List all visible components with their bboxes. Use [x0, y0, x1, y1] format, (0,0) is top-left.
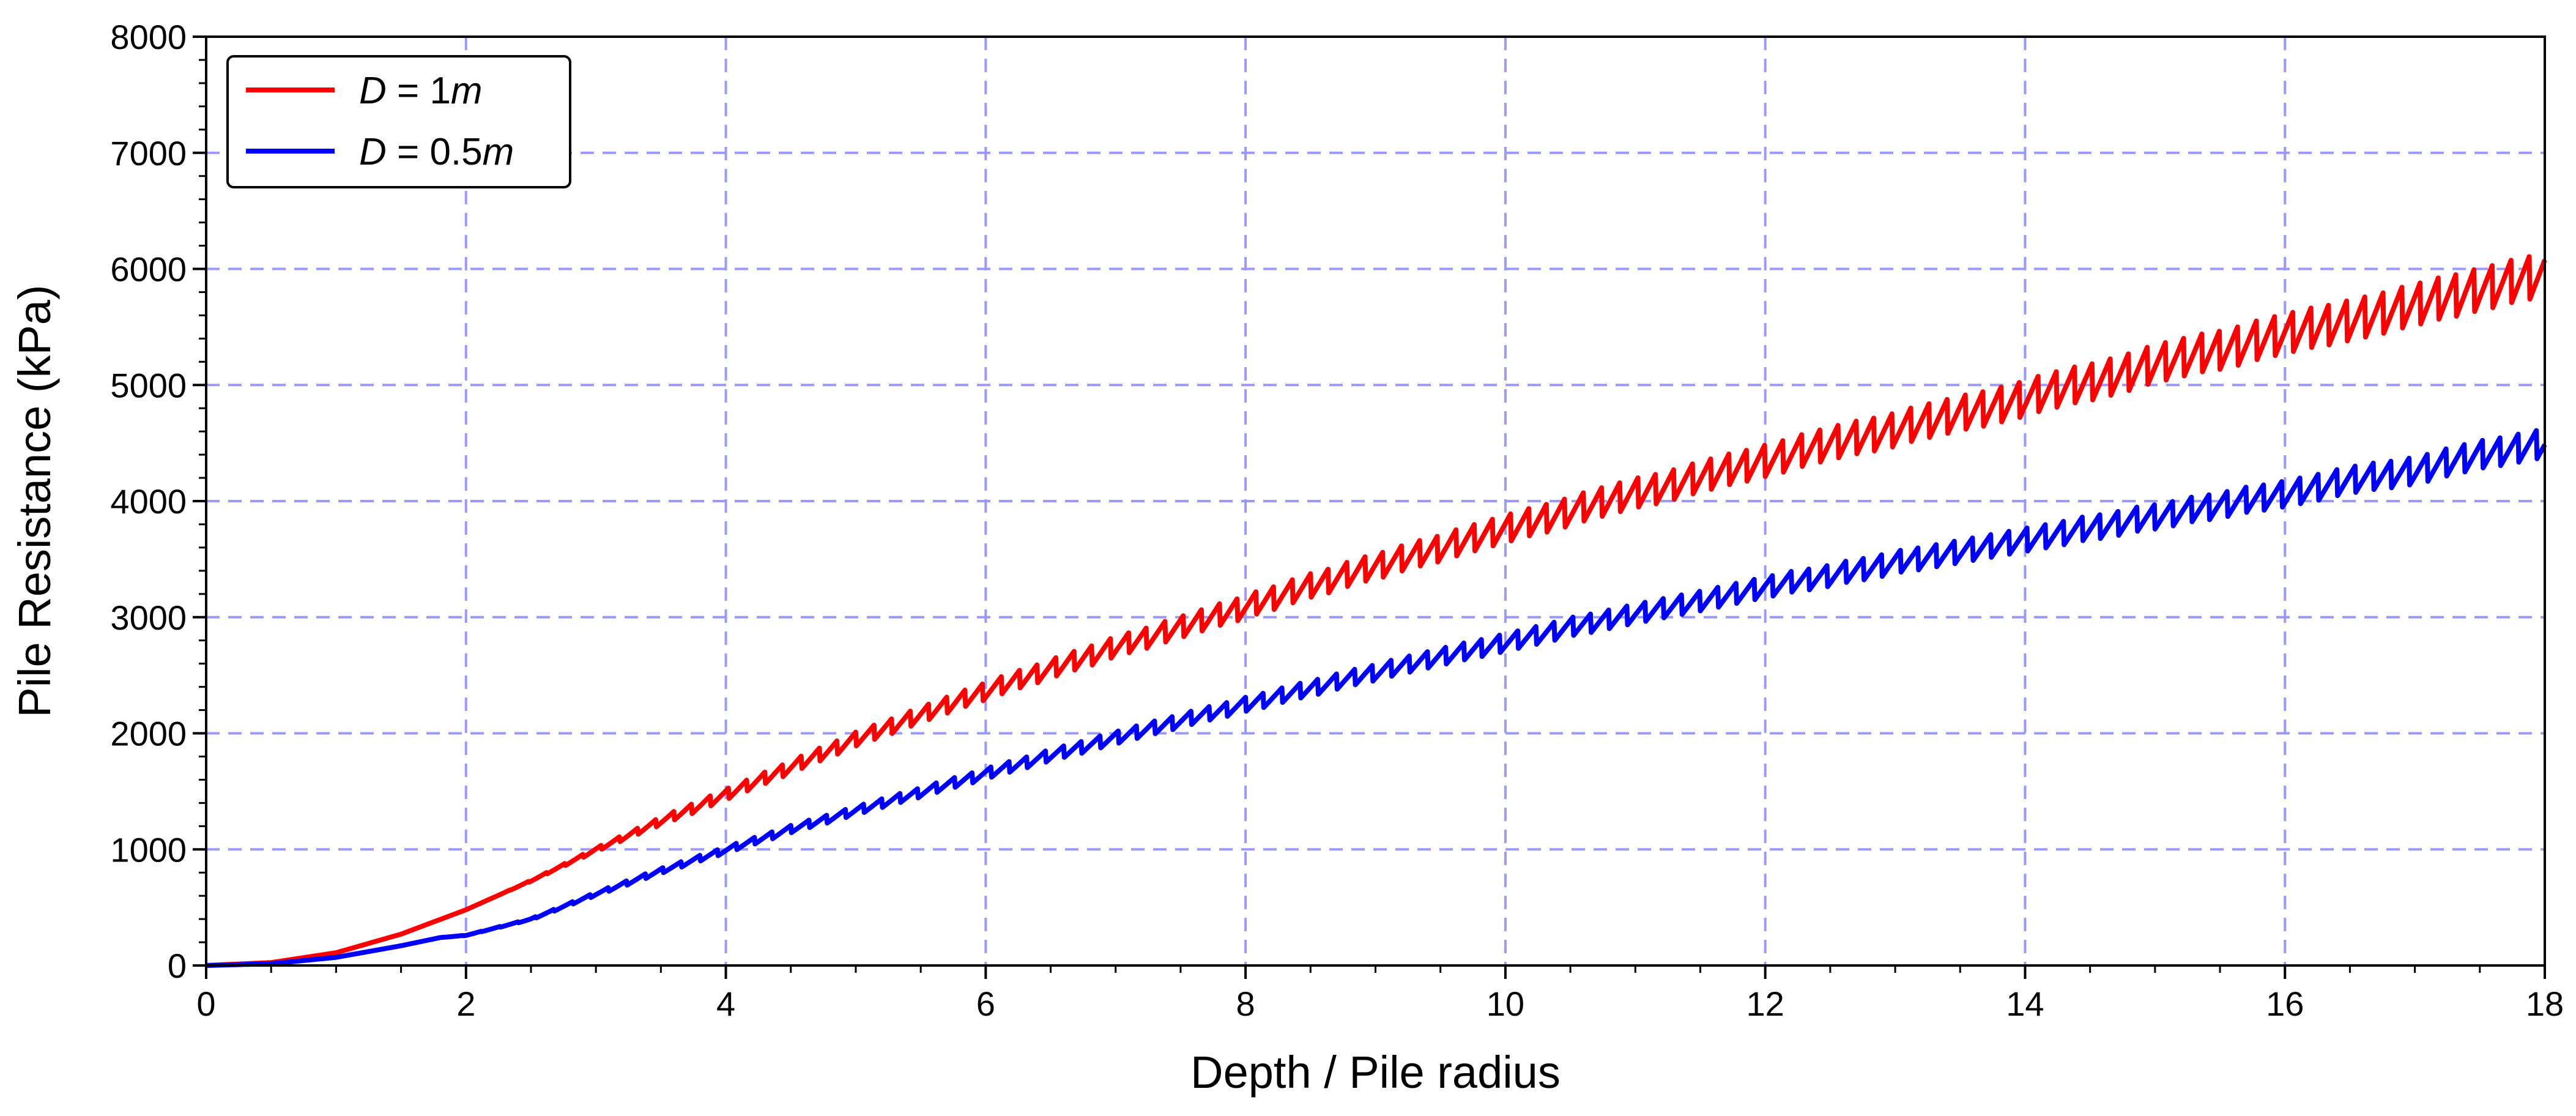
y-tick-label: 6000	[110, 250, 187, 289]
x-tick-label: 14	[2006, 984, 2044, 1023]
x-tick-label: 0	[196, 984, 215, 1023]
y-tick-label: 0	[168, 947, 187, 985]
x-tick-label: 2	[456, 984, 475, 1023]
y-axis-title: Pile Resistance (kPa)	[9, 285, 60, 717]
y-tick-labels: 0 1000 2000 3000 4000 5000 6000 7000 8000	[110, 18, 187, 985]
grid	[206, 37, 2545, 965]
y-tick-label: 3000	[110, 598, 187, 637]
x-tick-label: 12	[1746, 984, 1784, 1023]
legend-entry-0: D = 1m	[359, 70, 483, 112]
y-tick-label: 1000	[110, 830, 187, 869]
x-tick-label: 6	[976, 984, 995, 1023]
y-tick-label: 5000	[110, 366, 187, 404]
data-series	[204, 254, 2547, 968]
legend-entry-1: D = 0.5m	[359, 131, 514, 173]
x-tick-label: 4	[716, 984, 735, 1023]
x-tick-label: 8	[1236, 984, 1255, 1023]
x-tick-label: 10	[1487, 984, 1524, 1023]
x-axis-title: Depth / Pile radius	[1190, 1047, 1561, 1098]
y-tick-label: 4000	[110, 482, 187, 521]
legend: D = 1m D = 0.5m	[226, 55, 571, 188]
y-tick-label: 2000	[110, 715, 187, 753]
series-line-0	[204, 254, 2547, 968]
series-line-1	[204, 428, 2547, 968]
y-tick-label: 8000	[110, 18, 187, 56]
x-tick-label: 18	[2526, 984, 2564, 1023]
x-tick-label: 16	[2266, 984, 2304, 1023]
y-tick-label: 7000	[110, 134, 187, 173]
major-ticks	[193, 35, 2546, 979]
x-tick-labels: 0 2 4 6 8 10 12 14 16 18	[196, 984, 2564, 1023]
